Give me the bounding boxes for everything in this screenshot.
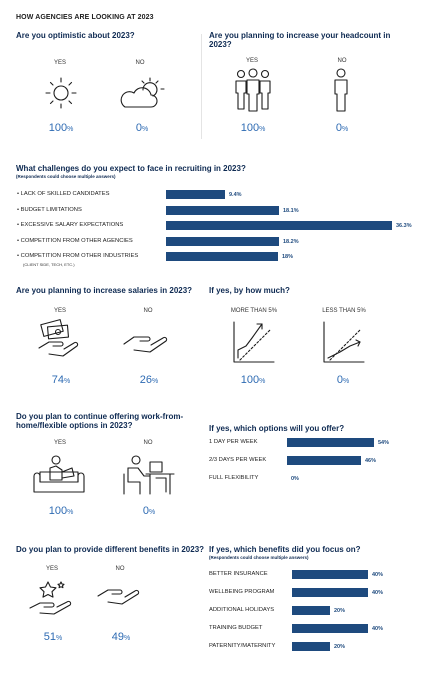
howmuch-question: If yes, by how much?	[209, 286, 290, 295]
bar	[166, 190, 225, 199]
bar-value-label: 18.2%	[283, 238, 299, 245]
benefits-yes-value: 51%	[43, 631, 63, 643]
bar-value-label: 20%	[334, 644, 346, 650]
bar-label: 1 DAY PER WEEK	[209, 439, 258, 445]
optimistic-yes-value: 100%	[48, 122, 74, 134]
bar-value-label: 9.4%	[229, 192, 242, 198]
cloudy-sun-icon	[120, 77, 165, 108]
howmuch-less-value: 0%	[336, 374, 350, 386]
bar	[287, 456, 361, 465]
empty-hand-icon	[123, 336, 168, 353]
wfh-no-label: NO	[143, 440, 153, 446]
bar	[292, 570, 368, 579]
page-title: HOW AGENCIES ARE LOOKING AT 2023	[16, 14, 154, 21]
growth-chart-icon	[233, 321, 275, 363]
bar-value-label: 20%	[334, 608, 346, 614]
howmuch-more-label: MORE THAN 5%	[230, 308, 278, 314]
sun-icon	[45, 77, 77, 109]
money-in-hand-icon	[38, 319, 79, 357]
salaries-no-label: NO	[143, 308, 153, 314]
bar	[287, 438, 374, 447]
bar-label: • COMPETITION FROM OTHER INDUSTRIES	[17, 253, 139, 259]
bar	[166, 236, 279, 246]
bar-value-label: 54%	[378, 440, 390, 446]
divider	[201, 34, 202, 139]
bar-label: • COMPETITION FROM OTHER AGENCIES	[17, 237, 133, 244]
challenges-question: What challenges do you expect to face in…	[16, 164, 246, 173]
bar	[166, 221, 392, 230]
headcount-yes-label: YES	[245, 58, 258, 64]
salaries-question: Are you planning to increase salaries in…	[16, 286, 193, 295]
bar-label: • EXCESSIVE SALARY EXPECTATIONS	[17, 222, 124, 228]
challenges-sub-note: (CLIENT SIDE, TECH, ETC.)	[23, 262, 75, 267]
benefits-no-label: NO	[115, 566, 125, 572]
bar-value-label: 18%	[282, 254, 294, 260]
howmuch-more-value: 100%	[240, 374, 266, 386]
benefits-question: Do you plan to provide different benefit…	[16, 545, 205, 554]
optimistic-no-label: NO	[135, 60, 145, 66]
wfh-question: Do you plan to continue offering work-fr…	[16, 412, 184, 430]
bar-value-label: 36.3%	[396, 223, 412, 229]
bar-value-label: 40%	[372, 590, 384, 596]
benefits-no-value: 49%	[111, 631, 131, 643]
salaries-yes-value: 74%	[51, 374, 71, 386]
bar-label: FULL FLEXIBILITY	[209, 475, 259, 481]
wfh-yes-label: YES	[53, 440, 66, 446]
bar-label: TRAINING BUDGET	[209, 625, 263, 631]
bar-value-label: 40%	[372, 626, 384, 632]
bar-value-label: 40%	[372, 572, 384, 578]
bar-label: 2/3 DAYS PER WEEK	[209, 457, 267, 463]
benefits-yes-label: YES	[45, 566, 58, 572]
optimistic-question: Are you optimistic about 2023?	[16, 31, 135, 40]
open-hand-icon	[97, 589, 140, 605]
wfh-no-value: 0%	[142, 505, 156, 517]
howmuch-less-label: LESS THAN 5%	[322, 308, 366, 314]
bar-label: • LACK OF SKILLED CANDIDATES	[17, 191, 110, 197]
wfh-yes-value: 100%	[48, 505, 74, 517]
headcount-no-label: NO	[337, 58, 347, 64]
bar-label: • BUDGET LIMITATIONS	[17, 206, 82, 213]
salaries-yes-label: YES	[53, 308, 66, 314]
slow-growth-chart-icon	[323, 321, 365, 363]
person-on-couch-with-laptop-icon	[33, 455, 85, 493]
headcount-question: Are you planning to increase your headco…	[209, 31, 391, 49]
hand-with-stars-icon	[29, 581, 72, 615]
benefit-focus-note: (Respondents could choose multiple answe…	[209, 555, 309, 560]
bar	[292, 606, 330, 615]
group-of-people-icon	[235, 68, 271, 112]
bar-value-label: 0%	[291, 476, 299, 482]
headcount-yes-value: 100%	[240, 122, 266, 134]
bar	[292, 588, 368, 597]
bar-value-label: 18.1%	[283, 207, 299, 214]
bar-label: PATERNITY/MATERNITY	[209, 643, 276, 649]
bar	[292, 624, 368, 633]
bar	[166, 252, 278, 261]
bar-value-label: 46%	[365, 458, 377, 464]
salaries-no-value: 26%	[139, 374, 159, 386]
bar-label: WELLBEING PROGRAM	[209, 589, 275, 595]
bar-label: BETTER INSURANCE	[209, 571, 268, 577]
bar-label: ADDITIONAL HOLIDAYS	[209, 607, 275, 613]
bar	[166, 205, 279, 215]
wfh-options-question: If yes, which options will you offer?	[209, 424, 345, 433]
person-at-desk-icon	[123, 455, 175, 495]
bar	[292, 642, 330, 651]
challenges-note: (Respondents could choose multiple answe…	[16, 174, 116, 179]
optimistic-no-value: 0%	[135, 122, 149, 134]
single-person-icon	[334, 68, 348, 112]
benefit-focus-question: If yes, which benefits did you focus on?	[209, 545, 361, 554]
optimistic-yes-label: YES	[53, 60, 66, 66]
headcount-no-value: 0%	[335, 122, 349, 134]
